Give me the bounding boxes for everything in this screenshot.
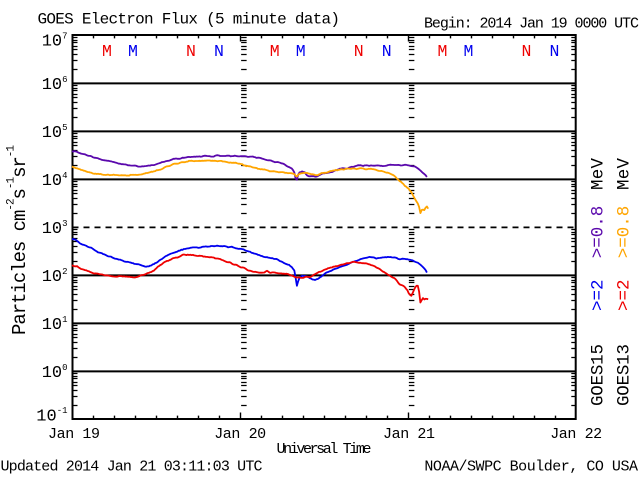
svg-text:N: N (522, 42, 532, 61)
svg-text:M: M (296, 42, 306, 61)
svg-text:Jan 19: Jan 19 (48, 426, 100, 443)
svg-text:Jan 22: Jan 22 (550, 426, 602, 443)
svg-text:MeV: MeV (589, 158, 609, 190)
svg-text:106: 106 (42, 75, 68, 95)
svg-text:>=2: >=2 (589, 280, 609, 312)
svg-text:103: 103 (42, 219, 68, 239)
svg-text:N: N (550, 42, 560, 61)
svg-text:Particles cm-2s-1sr-1: Particles cm-2s-1sr-1 (6, 145, 32, 335)
svg-text:>=0.8: >=0.8 (589, 206, 609, 259)
svg-text:104: 104 (42, 171, 68, 191)
svg-text:Jan 21: Jan 21 (383, 426, 435, 443)
svg-text:MeV: MeV (615, 158, 635, 190)
svg-text:N: N (382, 42, 392, 61)
svg-text:M: M (102, 42, 112, 61)
svg-text:M: M (464, 42, 474, 61)
svg-text:GOES15: GOES15 (589, 344, 609, 406)
svg-text:105: 105 (42, 123, 68, 143)
svg-text:Universal Time: Universal Time (277, 441, 372, 458)
svg-text:M: M (270, 42, 280, 61)
svg-text:Begin: 2014 Jan 19 0000 UTC: Begin: 2014 Jan 19 0000 UTC (424, 16, 639, 33)
svg-text:100: 100 (42, 363, 68, 383)
svg-text:N: N (214, 42, 224, 61)
svg-text:NOAA/SWPC Boulder, CO USA: NOAA/SWPC Boulder, CO USA (424, 459, 638, 476)
svg-text:N: N (354, 42, 364, 61)
svg-text:GOES Electron Flux (5 minute d: GOES Electron Flux (5 minute data) (38, 11, 341, 29)
svg-text:>=0.8: >=0.8 (615, 206, 635, 259)
svg-text:>=2: >=2 (615, 280, 635, 312)
svg-text:M: M (128, 42, 138, 61)
svg-text:101: 101 (42, 315, 68, 335)
svg-text:N: N (186, 42, 196, 61)
svg-text:Updated 2014 Jan 21 03:11:03 U: Updated 2014 Jan 21 03:11:03 UTC (1, 459, 263, 476)
svg-text:M: M (438, 42, 448, 61)
svg-text:Jan 20: Jan 20 (214, 426, 266, 443)
svg-text:GOES13: GOES13 (615, 344, 635, 406)
svg-text:102: 102 (42, 267, 68, 287)
svg-text:107: 107 (42, 31, 68, 51)
